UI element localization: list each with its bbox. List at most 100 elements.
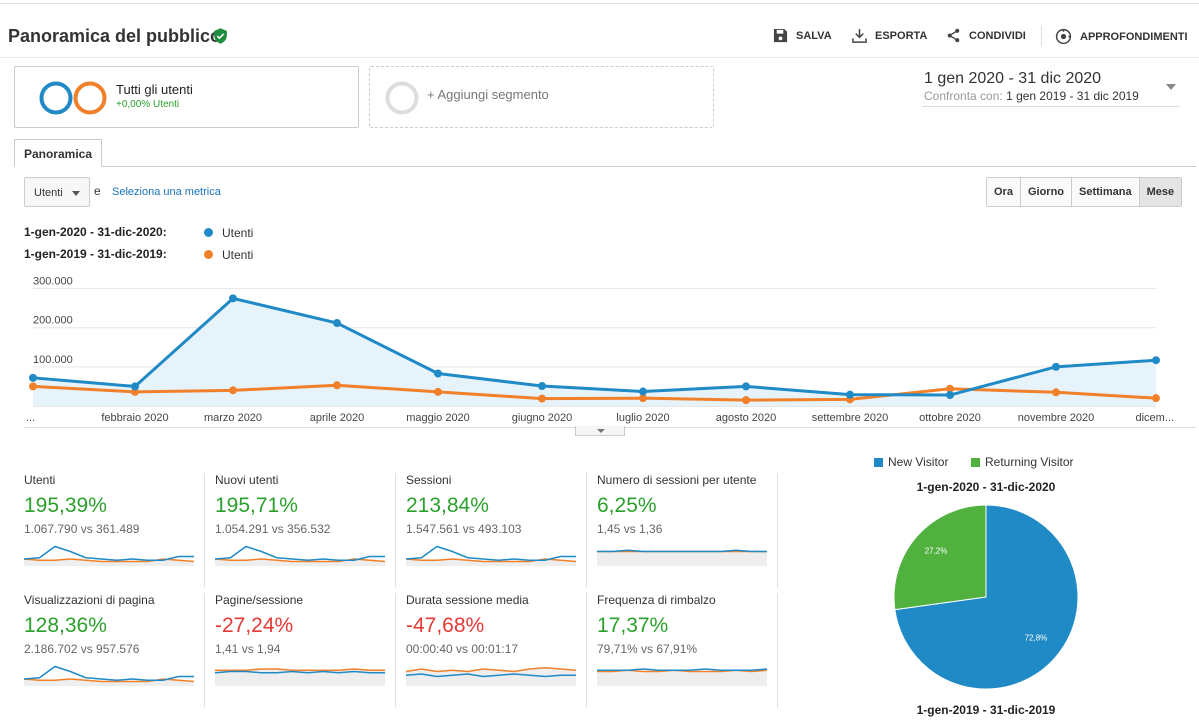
legend-period-current: 1-gen-2020 - 31-dic-2020: <box>24 225 167 239</box>
sparkline-previous <box>215 668 385 671</box>
previous-data-point[interactable] <box>131 387 139 396</box>
current-data-point[interactable] <box>1152 356 1160 365</box>
main-line-chart[interactable]: 100.000 200.000 300.000... febbraio 2020 mar… <box>24 262 1196 426</box>
current-data-point[interactable] <box>639 387 647 396</box>
export-label: ESPORTA <box>875 29 928 42</box>
previous-data-point[interactable] <box>434 387 442 396</box>
previous-data-point[interactable] <box>29 382 37 391</box>
pie-slice[interactable] <box>893 504 987 611</box>
sparkline-area <box>597 670 767 686</box>
date-dropdown-caret-icon[interactable] <box>1166 84 1176 90</box>
metric-select-value: Utenti <box>34 187 63 199</box>
kpi-card[interactable]: Sessioni 213,84% 1.547.561 vs 493.103 <box>406 473 586 566</box>
granularity-toggle[interactable]: Ora Giorno Settimana Mese <box>986 177 1183 207</box>
current-data-point[interactable] <box>742 382 750 391</box>
select-metric-link[interactable]: Seleziona una metrica <box>112 186 221 198</box>
x-tick-label: marzo 2020 <box>204 412 262 424</box>
previous-data-point[interactable] <box>1052 388 1060 397</box>
sparkline-current <box>406 673 576 678</box>
sparkline-area <box>406 559 576 566</box>
legend-metric-previous: Utenti <box>222 248 254 262</box>
legend-dot-previous <box>204 250 213 259</box>
kpi-sparkline <box>406 666 576 686</box>
current-data-point[interactable] <box>333 319 341 328</box>
insights-icon <box>1055 28 1072 45</box>
kpi-divider <box>586 473 587 588</box>
kpi-card[interactable]: Utenti 195,39% 1.067.790 vs 361.489 <box>24 473 204 566</box>
previous-data-point[interactable] <box>742 396 750 405</box>
previous-data-point[interactable] <box>639 394 647 403</box>
current-series-line <box>32 296 1157 397</box>
share-icon <box>947 28 960 43</box>
sparkline-current <box>406 545 576 562</box>
current-data-point[interactable] <box>846 390 854 399</box>
kpi-name: Pagine/sessione <box>215 593 304 607</box>
and-label: e <box>94 184 101 198</box>
kpi-comparison: 2.186.702 vs 957.576 <box>24 642 140 656</box>
kpi-card[interactable]: Pagine/sessione -27,24% 1,41 vs 1,94 <box>215 593 395 686</box>
header-divider <box>0 57 1199 58</box>
kpi-card[interactable]: Frequenza di rimbalzo 17,37% 79,71% vs 67,… <box>597 593 777 686</box>
save-icon <box>773 28 788 43</box>
save-button[interactable]: SALVA <box>773 28 832 43</box>
sparkline-current <box>597 668 767 671</box>
kpi-card[interactable]: Visualizzazioni di pagina 128,36% 2.186.70… <box>24 593 204 686</box>
tab-overview[interactable]: Panoramica <box>14 139 102 167</box>
previous-data-point[interactable] <box>229 386 237 395</box>
current-data-point[interactable] <box>1052 362 1060 371</box>
granularity-month[interactable]: Mese <box>1139 178 1182 206</box>
current-data-point[interactable] <box>229 294 237 303</box>
verified-check-icon <box>214 28 227 44</box>
pie-title-bottom: 1-gen-2019 - 31-dic-2019 <box>916 703 1056 717</box>
kpi-sparkline <box>597 549 767 566</box>
current-data-point[interactable] <box>131 382 139 391</box>
visitor-pie-chart[interactable]: 72,8% 27,2% <box>886 500 1086 695</box>
kpi-comparison: 1.547.561 vs 493.103 <box>406 522 522 536</box>
legend-row-current: 1-gen-2020 - 31-dic-2020: <box>24 225 167 239</box>
current-data-point[interactable] <box>434 369 442 378</box>
x-tick-label: aprile 2020 <box>310 412 364 424</box>
previous-data-point[interactable] <box>1152 394 1160 403</box>
granularity-hour[interactable]: Ora <box>987 178 1021 206</box>
export-button[interactable]: ESPORTA <box>852 28 927 43</box>
legend-metric-current: Utenti <box>222 226 254 240</box>
kpi-divider <box>777 473 778 588</box>
previous-data-point[interactable] <box>333 381 341 390</box>
kpi-card[interactable]: Durata sessione media -47,68% 00:00:40 vs … <box>406 593 586 686</box>
current-data-point[interactable] <box>946 391 954 400</box>
metric-select[interactable]: Utenti <box>24 177 90 207</box>
share-button[interactable]: CONDIVIDI <box>946 28 1026 43</box>
kpi-divider <box>586 593 587 708</box>
kpi-card[interactable]: Nuovi utenti 195,71% 1.054.291 vs 356.532 <box>215 473 395 566</box>
kpi-sparkline <box>24 665 194 686</box>
kpi-sparkline <box>597 668 767 686</box>
pie-legend-new: New Visitor <box>874 455 948 469</box>
kpi-divider <box>395 593 396 708</box>
granularity-week[interactable]: Settimana <box>1072 178 1140 206</box>
toolbar-divider <box>1041 26 1042 46</box>
insights-button[interactable]: APPROFONDIMENTI <box>1055 28 1188 45</box>
kpi-divider <box>395 473 396 588</box>
chart-collapse-handle[interactable] <box>575 426 625 436</box>
pie-title-top: 1-gen-2020 - 31-dic-2020 <box>916 480 1056 494</box>
current-data-point[interactable] <box>538 382 546 391</box>
compare-label: Confronta con: <box>924 89 1003 103</box>
x-tick-label: ... <box>26 412 35 424</box>
date-range-main[interactable]: 1 gen 2020 - 31 dic 2020 <box>924 70 1102 87</box>
granularity-day[interactable]: Giorno <box>1020 178 1073 206</box>
kpi-percent-change: 195,39% <box>24 494 107 517</box>
kpi-name: Utenti <box>24 473 56 487</box>
kpi-divider <box>777 593 778 708</box>
current-data-point[interactable] <box>29 373 37 382</box>
previous-data-point[interactable] <box>946 384 954 393</box>
x-tick-label: ottobre 2020 <box>919 412 981 424</box>
date-range-compare[interactable]: Confronta con: 1 gen 2019 - 31 dic 2019 <box>924 89 1139 103</box>
y-tick-label: 100.000 <box>33 354 73 366</box>
kpi-card[interactable]: Numero di sessioni per utente 6,25% 1,45 v… <box>597 473 777 566</box>
legend-swatch-returning <box>971 457 980 467</box>
sparkline-current <box>215 670 385 674</box>
add-segment-button[interactable]: + Aggiungi segmento <box>369 66 714 128</box>
previous-data-point[interactable] <box>538 394 546 403</box>
sparkline-previous <box>406 666 576 673</box>
segment-all-users[interactable]: Tutti gli utenti +0,00% Utenti <box>14 66 359 128</box>
